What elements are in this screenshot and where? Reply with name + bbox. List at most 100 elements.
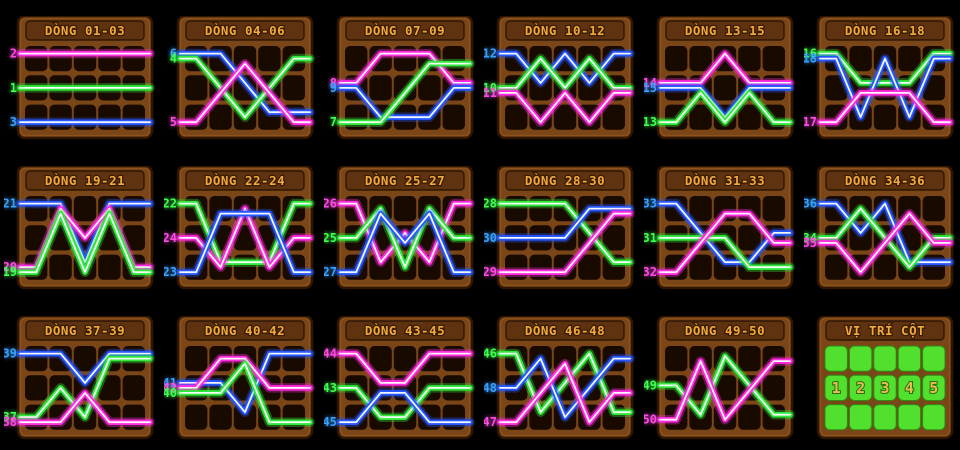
payline-panel: DÒNG 07-09 89 7 — [330, 16, 475, 140]
payline-29 — [499, 212, 631, 274]
column-cell — [848, 404, 873, 431]
payline-35 — [819, 212, 951, 274]
panel-title: DÒNG 37-39 — [45, 323, 125, 338]
reel-cell — [762, 46, 785, 72]
reel-cell — [258, 46, 281, 72]
payline-panel: DÒNG 04-06 64 5 — [170, 16, 315, 140]
reel-cell — [922, 75, 945, 101]
line-number-label: 39 — [4, 347, 17, 361]
line-number-label: 19 — [4, 265, 17, 279]
line-number-label: 10 — [484, 81, 497, 95]
panel-title-bar — [665, 20, 785, 41]
line-number-label: 42 — [164, 381, 177, 395]
column-cell — [848, 345, 873, 372]
reel-cell — [25, 225, 48, 251]
panel-title-bar — [25, 320, 145, 341]
payline-30 — [499, 207, 631, 239]
reel-cell — [49, 254, 72, 280]
panel-title-bar — [25, 170, 145, 191]
panel-frame-highlight — [339, 317, 471, 437]
reel-cell — [873, 104, 897, 130]
reel-cell — [553, 346, 577, 372]
reel-cell — [873, 254, 897, 280]
reel-cell — [418, 254, 441, 280]
payline-18 — [819, 57, 951, 119]
panel-title: DÒNG 34-36 — [845, 173, 925, 188]
payline-43 — [339, 387, 471, 419]
reel-cell — [713, 46, 737, 72]
payline-39 — [19, 352, 151, 384]
reel-cell — [762, 375, 785, 401]
panel-title: DÒNG 07-09 — [365, 23, 445, 38]
reel-cell — [233, 75, 257, 101]
line-number-label: 14 — [644, 76, 657, 90]
line-number-label: 4 — [170, 52, 177, 66]
reel-cell — [529, 404, 552, 430]
line-number-label: 5 — [170, 115, 177, 129]
payline-panel: DÒNG 22-24 22 24 23 — [164, 166, 315, 290]
payline-37 — [19, 357, 151, 419]
reel-cell — [738, 404, 761, 430]
reel-cell — [713, 375, 737, 401]
line-number-label: 48 — [484, 381, 497, 395]
payline-panel: DÒNG 25-27 26 25 27 — [324, 166, 475, 290]
panel-title-bar — [505, 170, 625, 191]
reel-cell — [738, 46, 761, 72]
reel-cell — [738, 346, 761, 372]
reel-cell — [369, 75, 392, 101]
reel-cell — [762, 196, 785, 222]
panel-frame-highlight — [339, 17, 471, 137]
reel-cell — [369, 254, 392, 280]
reel-cell — [529, 104, 552, 130]
payline-13 — [659, 92, 791, 124]
line-number-label: 36 — [804, 197, 817, 211]
panel-frame-highlight — [339, 167, 471, 287]
reel-cell — [209, 404, 232, 430]
line-number-label: 47 — [484, 415, 497, 429]
line-number-label: 29 — [484, 265, 497, 279]
line-number-label: 44 — [324, 347, 337, 361]
reel-cell — [578, 254, 601, 280]
column-cell — [824, 404, 848, 431]
line-number-label: 40 — [164, 386, 177, 400]
panel-title-bar — [185, 170, 305, 191]
line-number-label: 23 — [164, 265, 177, 279]
reel-cell — [849, 46, 872, 72]
panel-frame-highlight — [499, 317, 631, 437]
payline-25 — [339, 207, 471, 269]
panel-slot: VỊ TRÍ CỘT 1 2 3 4 5 — [800, 300, 960, 450]
line-number-label: 8 — [330, 76, 337, 90]
reel-cell — [602, 225, 625, 251]
reel-cell — [393, 75, 417, 101]
payline-45 — [339, 392, 471, 424]
panel-title: DÒNG 25-27 — [365, 173, 445, 188]
line-number-label: 30 — [484, 231, 497, 245]
panel-slot: DÒNG 28-30 28 30 29 — [480, 150, 640, 300]
panel-slot: DÒNG 10-12 12 10 11 — [480, 0, 640, 150]
payline-5 — [179, 62, 311, 124]
reel-cell — [825, 254, 848, 280]
panel-title-bar — [665, 170, 785, 191]
payline-22 — [179, 202, 311, 264]
line-number-label: 34 — [804, 231, 817, 245]
line-number-label: 38 — [4, 415, 17, 429]
line-number-label: 32 — [644, 265, 657, 279]
payline-9 — [339, 87, 471, 119]
payline-38 — [19, 392, 151, 424]
line-number-label: 12 — [484, 47, 497, 61]
panel-title-bar — [825, 170, 945, 191]
payline-12 — [499, 52, 631, 84]
reel-cell — [898, 46, 921, 72]
reel-cell — [345, 46, 368, 72]
panel-title-bar — [665, 320, 785, 341]
reel-cell — [689, 104, 712, 130]
line-number-label: 2 — [10, 47, 17, 61]
panel-title-bar — [185, 20, 305, 41]
column-number: 3 — [880, 379, 889, 397]
panel-slot: DÒNG 19-21 21 20 19 — [0, 150, 160, 300]
payline-14 — [659, 52, 791, 84]
reel-cell — [282, 75, 305, 101]
reel-cell — [73, 346, 97, 372]
